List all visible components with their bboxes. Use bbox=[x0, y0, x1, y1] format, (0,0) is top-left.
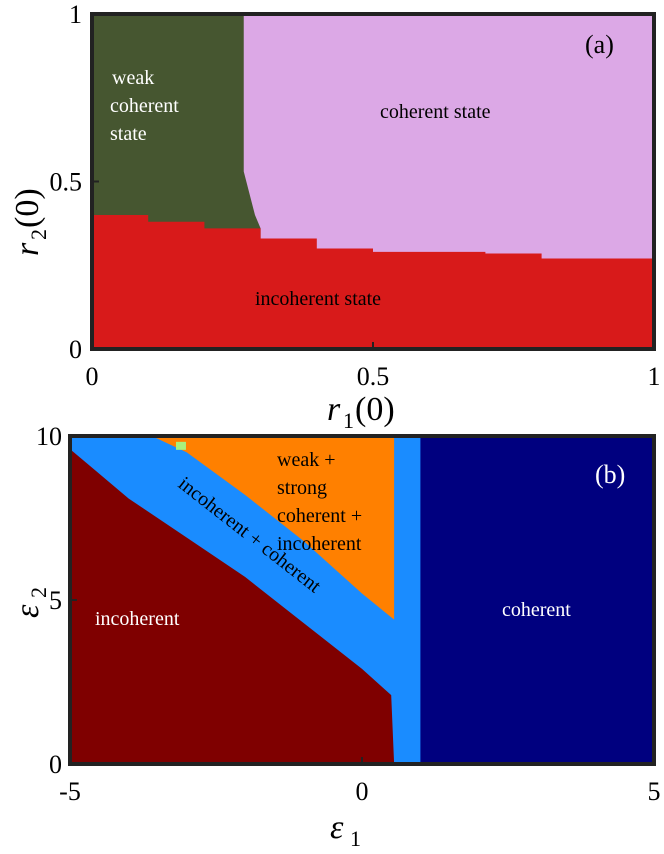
panel-a-ylabel-sub: 2 bbox=[26, 229, 51, 240]
panel-a-ylabel-arg: (0) bbox=[9, 188, 46, 228]
incoherent-label: incoherent bbox=[95, 608, 180, 630]
coherent-state-label: coherent state bbox=[380, 101, 491, 123]
panel-a-ylabel: r 2 (0) bbox=[9, 188, 51, 256]
panel-b-xtick-label: 5 bbox=[648, 777, 661, 806]
weak-strong-label-line-4: incoherent bbox=[277, 533, 362, 555]
panel-a-xlabel-symbol: r bbox=[327, 391, 341, 428]
panel-a-label: (a) bbox=[585, 30, 614, 59]
panel-b-ylabel-sub: 2 bbox=[26, 587, 51, 598]
incoherent-state-region bbox=[92, 215, 654, 349]
coherent-label: coherent bbox=[502, 599, 571, 621]
incoherent-region bbox=[70, 449, 395, 764]
panel-a: (a) weak coherent state coherent state i… bbox=[9, 0, 661, 433]
weak-strong-region bbox=[151, 436, 395, 620]
weak-coherent-label-line-3: state bbox=[110, 123, 147, 145]
panel-b-ylabel: ε 2 bbox=[9, 587, 51, 618]
panel-a-xtick-label: 0 bbox=[86, 362, 99, 391]
panel-a-xlabel-arg: (0) bbox=[355, 391, 395, 428]
weak-strong-label-line-2: strong bbox=[277, 477, 327, 499]
panel-b-xlabel-symbol: ε bbox=[330, 809, 344, 846]
panel-a-ytick-label: 1 bbox=[69, 0, 82, 29]
incoherent-state-label: incoherent state bbox=[255, 288, 381, 310]
weak-coherent-label-line-2: coherent bbox=[110, 95, 179, 117]
panel-a-xlabel: r 1 (0) bbox=[327, 391, 395, 433]
panel-b: (b) weak + strong coherent + incoherent … bbox=[9, 422, 661, 851]
panel-a-xtick-label: 1 bbox=[648, 362, 661, 391]
panel-a-ytick-label: 0 bbox=[69, 335, 82, 364]
panel-b-xtick-label: -5 bbox=[59, 777, 81, 806]
panel-b-ytick-label: 0 bbox=[49, 750, 62, 779]
weak-strong-label-line-3: coherent + bbox=[277, 505, 362, 527]
panel-b-xtick-label: 0 bbox=[356, 777, 369, 806]
panel-b-ytick-label: 5 bbox=[49, 586, 62, 615]
green-spot bbox=[175, 441, 186, 450]
panel-b-ylabel-symbol: ε bbox=[9, 604, 46, 618]
panel-b-label: (b) bbox=[595, 460, 625, 489]
weak-coherent-label-line-1: weak bbox=[112, 67, 154, 89]
panel-b-xlabel-sub: 1 bbox=[350, 826, 361, 851]
panel-a-xlabel-sub: 1 bbox=[343, 408, 354, 433]
panel-a-ytick-label: 0.5 bbox=[50, 168, 83, 197]
panel-a-ylabel-symbol: r bbox=[9, 242, 46, 256]
panel-b-ytick-label: 10 bbox=[36, 422, 62, 451]
panel-a-xtick-label: 0.5 bbox=[357, 362, 390, 391]
panel-b-xlabel: ε 1 bbox=[330, 809, 361, 851]
weak-strong-label-line-1: weak + bbox=[277, 449, 335, 471]
